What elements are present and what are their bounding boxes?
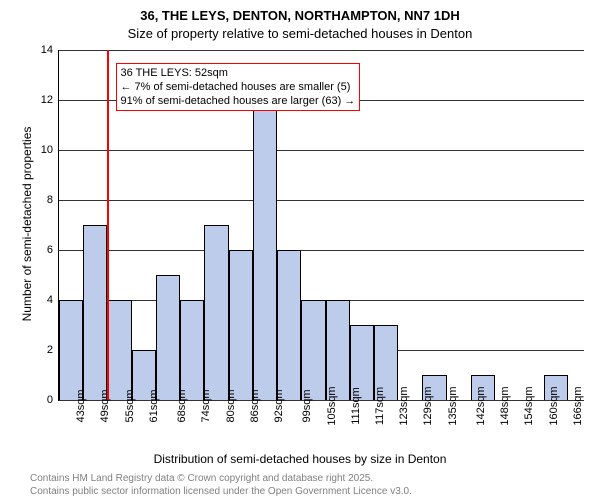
gridline [59,200,584,201]
xtick-label: 80sqm [225,389,237,422]
histogram-bar [107,300,131,400]
ytick-label: 6 [31,244,53,256]
histogram-bar [83,225,107,400]
xtick-label: 43sqm [75,389,87,422]
annotation-box: 36 THE LEYS: 52sqm← 7% of semi-detached … [116,63,361,112]
chart-title-line1: 36, THE LEYS, DENTON, NORTHAMPTON, NN7 1… [0,8,600,23]
x-axis-label: Distribution of semi-detached houses by … [0,452,600,466]
footer-line2: Contains public sector information licen… [30,485,600,498]
ytick-label: 2 [31,344,53,356]
gridline [59,150,584,151]
xtick-label: 68sqm [176,389,188,422]
xtick-label: 99sqm [301,389,313,422]
xtick-label: 142sqm [475,386,487,425]
xtick-label: 61sqm [148,389,160,422]
xtick-label: 74sqm [200,389,212,422]
ytick-label: 0 [31,394,53,406]
histogram-bar [253,100,277,400]
histogram-bar [59,300,83,400]
gridline [59,250,584,251]
xtick-label: 160sqm [548,386,560,425]
histogram-bar [301,300,325,400]
ytick-label: 14 [31,44,53,56]
xtick-label: 123sqm [398,386,410,425]
histogram-bar [204,225,228,400]
xtick-label: 49sqm [99,389,111,422]
histogram-bar [277,250,301,400]
ytick-label: 12 [31,94,53,106]
annotation-line: 91% of semi-detached houses are larger (… [121,94,356,108]
annotation-line: 36 THE LEYS: 52sqm [121,66,356,80]
xtick-label: 148sqm [499,386,511,425]
xtick-label: 55sqm [124,389,136,422]
xtick-label: 117sqm [374,387,386,425]
histogram-bar [180,300,204,400]
annotation-line: ← 7% of semi-detached houses are smaller… [121,80,356,94]
ytick-label: 4 [31,294,53,306]
xtick-label: 166sqm [572,386,584,425]
ytick-label: 8 [31,194,53,206]
ytick-label: 10 [31,144,53,156]
histogram-bar [229,250,253,400]
footer-attribution: Contains HM Land Registry data © Crown c… [0,472,600,498]
histogram-bar [156,275,180,400]
chart-container: 36, THE LEYS, DENTON, NORTHAMPTON, NN7 1… [0,0,600,500]
xtick-label: 86sqm [249,389,261,422]
gridline [59,50,584,51]
histogram-bar [326,300,350,400]
reference-line [107,50,109,400]
footer-line1: Contains HM Land Registry data © Crown c… [30,472,600,485]
chart-title-line2: Size of property relative to semi-detach… [0,26,600,41]
xtick-label: 135sqm [447,386,459,425]
xtick-label: 105sqm [326,386,338,425]
plot-area: 0246810121443sqm49sqm55sqm61sqm68sqm74sq… [58,50,584,401]
xtick-label: 111sqm [350,387,362,425]
xtick-label: 129sqm [422,386,434,425]
xtick-label: 154sqm [523,386,535,425]
xtick-label: 92sqm [273,389,285,422]
